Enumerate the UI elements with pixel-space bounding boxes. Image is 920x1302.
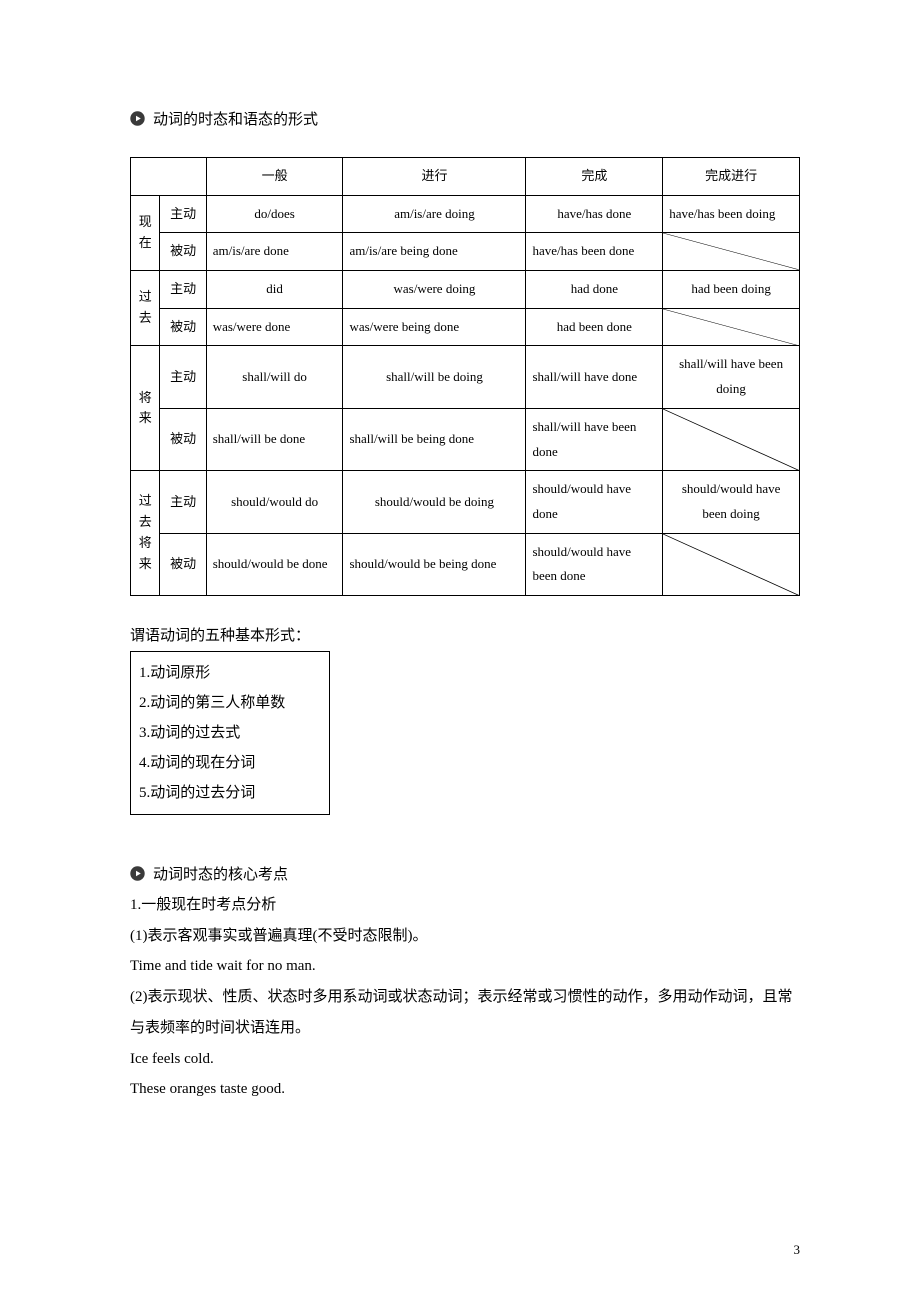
body-line: Time and tide wait for no man.: [130, 951, 800, 982]
table-cell: did: [206, 271, 343, 309]
table-cell: was/were being done: [343, 308, 526, 346]
play-bullet-icon: [130, 866, 145, 881]
forms-item: 3.动词的过去式: [139, 718, 321, 748]
table-header: 一般: [206, 158, 343, 196]
section-heading-1-text: 动词的时态和语态的形式: [153, 108, 318, 129]
body-line: (2)表示现状、性质、状态时多用系动词或状态动词；表示经常或习惯性的动作，多用动…: [130, 982, 800, 1044]
table-cell: should/would do: [206, 471, 343, 533]
table-row: 被动 shall/will be done shall/will be bein…: [131, 408, 800, 470]
table-cell: shall/will have been doing: [663, 346, 800, 408]
table-cell: had done: [526, 271, 663, 309]
page-number: 3: [794, 1242, 801, 1258]
table-row: 被动 am/is/are done am/is/are being done h…: [131, 233, 800, 271]
table-row: 过去 主动 did was/were doing had done had be…: [131, 271, 800, 309]
forms-box: 1.动词原形 2.动词的第三人称单数 3.动词的过去式 4.动词的现在分词 5.…: [130, 651, 330, 815]
table-cell: am/is/are done: [206, 233, 343, 271]
table-cell: should/would have done: [526, 471, 663, 533]
table-cell: shall/will do: [206, 346, 343, 408]
table-row: 现在 主动 do/does am/is/are doing have/has d…: [131, 195, 800, 233]
table-cell: was/were done: [206, 308, 343, 346]
table-cell: do/does: [206, 195, 343, 233]
forms-item: 2.动词的第三人称单数: [139, 688, 321, 718]
table-cell: shall/will have done: [526, 346, 663, 408]
table-row: 将来 主动 shall/will do shall/will be doing …: [131, 346, 800, 408]
table-cell: should/would be done: [206, 533, 343, 595]
voice-label: 主动: [160, 271, 206, 309]
table-cell: should/would be doing: [343, 471, 526, 533]
section-heading-2: 动词时态的核心考点: [130, 863, 800, 884]
section-heading-2-text: 动词时态的核心考点: [153, 863, 288, 884]
table-cell: should/would have been doing: [663, 471, 800, 533]
table-cell: have/has been done: [526, 233, 663, 271]
table-cell: have/has been doing: [663, 195, 800, 233]
play-bullet-icon: [130, 111, 145, 126]
voice-label: 被动: [160, 233, 206, 271]
table-row: 被动 should/would be done should/would be …: [131, 533, 800, 595]
table-header-row: 一般 进行 完成 完成进行: [131, 158, 800, 196]
voice-label: 主动: [160, 471, 206, 533]
voice-label: 主动: [160, 346, 206, 408]
table-cell-empty: [663, 408, 800, 470]
section-heading-1: 动词的时态和语态的形式: [130, 108, 800, 129]
tense-label: 现在: [131, 195, 160, 270]
table-cell: shall/will have been done: [526, 408, 663, 470]
voice-label: 主动: [160, 195, 206, 233]
table-cell: shall/will be being done: [343, 408, 526, 470]
body-line: 1.一般现在时考点分析: [130, 890, 800, 921]
table-header: 完成: [526, 158, 663, 196]
table-cell: am/is/are being done: [343, 233, 526, 271]
table-cell: had been done: [526, 308, 663, 346]
table-cell: should/would be being done: [343, 533, 526, 595]
table-cell: have/has done: [526, 195, 663, 233]
forms-heading: 谓语动词的五种基本形式：: [130, 624, 800, 645]
tense-label: 将来: [131, 346, 160, 471]
tense-label: 过去: [131, 271, 160, 346]
body-line: (1)表示客观事实或普遍真理(不受时态限制)。: [130, 921, 800, 952]
table-cell: am/is/are doing: [343, 195, 526, 233]
table-cell: shall/will be doing: [343, 346, 526, 408]
table-row: 过去将来 主动 should/would do should/would be …: [131, 471, 800, 533]
voice-label: 被动: [160, 408, 206, 470]
table-header: 完成进行: [663, 158, 800, 196]
table-row: 被动 was/were done was/were being done had…: [131, 308, 800, 346]
body-text: 1.一般现在时考点分析 (1)表示客观事实或普遍真理(不受时态限制)。 Time…: [130, 890, 800, 1105]
table-cell: had been doing: [663, 271, 800, 309]
voice-label: 被动: [160, 533, 206, 595]
body-line: Ice feels cold.: [130, 1044, 800, 1075]
table-cell-empty: [663, 233, 800, 271]
forms-item: 5.动词的过去分词: [139, 778, 321, 808]
table-cell: should/would have been done: [526, 533, 663, 595]
voice-label: 被动: [160, 308, 206, 346]
table-cell-empty: [663, 533, 800, 595]
body-line: These oranges taste good.: [130, 1074, 800, 1105]
table-header-blank: [131, 158, 207, 196]
table-cell: shall/will be done: [206, 408, 343, 470]
table-cell: was/were doing: [343, 271, 526, 309]
forms-item: 1.动词原形: [139, 658, 321, 688]
tense-label: 过去将来: [131, 471, 160, 596]
table-cell-empty: [663, 308, 800, 346]
tense-table: 一般 进行 完成 完成进行 现在 主动 do/does am/is/are do…: [130, 157, 800, 596]
table-header: 进行: [343, 158, 526, 196]
forms-item: 4.动词的现在分词: [139, 748, 321, 778]
